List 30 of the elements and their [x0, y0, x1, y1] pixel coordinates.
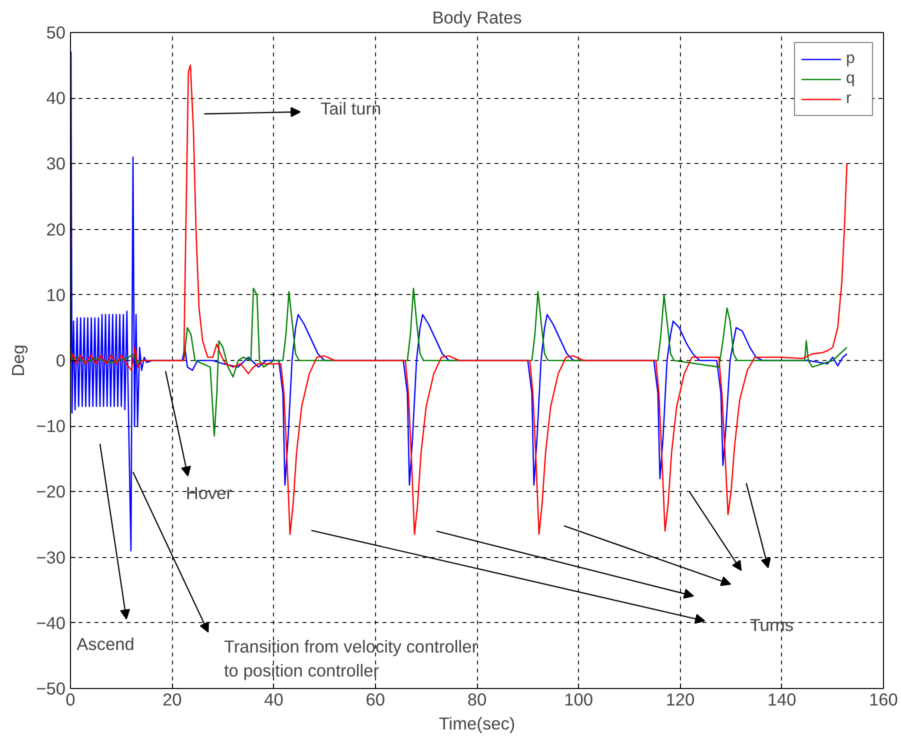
x-tick-label: 120	[666, 690, 695, 710]
x-tick-label: 80	[467, 690, 487, 710]
legend-label: q	[846, 70, 856, 88]
y-axis-title: Deg	[8, 344, 28, 376]
annotation: Transition from velocity controller to position controller	[224, 636, 478, 680]
y-tick-label: 40	[46, 88, 66, 108]
legend-label: p	[846, 50, 856, 68]
annotation: Ascend	[76, 634, 134, 654]
chart-title: Body Rates	[432, 8, 522, 28]
y-tick-label: −50	[36, 678, 66, 698]
y-tick-label: −20	[36, 482, 66, 502]
x-tick-label: 140	[767, 690, 796, 710]
x-tick-label: 60	[366, 690, 386, 710]
annotation: Turns	[750, 614, 794, 635]
y-tick-label: −10	[36, 416, 66, 436]
y-tick-label: 10	[46, 284, 66, 305]
y-tick-label: 0	[56, 350, 66, 370]
x-tick-label: 160	[869, 690, 898, 710]
legend-label: r	[846, 90, 852, 108]
x-tick-label: 40	[264, 690, 284, 710]
y-tick-label: 50	[46, 22, 66, 42]
y-tick-label: −30	[36, 547, 66, 568]
y-tick-label: 30	[46, 154, 66, 174]
x-tick-label: 100	[564, 690, 594, 710]
annotation: Tail turn	[320, 98, 382, 119]
y-tick-label: −40	[36, 612, 66, 633]
x-tick-label: 20	[162, 690, 182, 710]
annotation: Hover	[186, 483, 232, 504]
y-tick-label: 20	[46, 219, 66, 240]
x-axis-title: Time(sec)	[438, 714, 516, 734]
